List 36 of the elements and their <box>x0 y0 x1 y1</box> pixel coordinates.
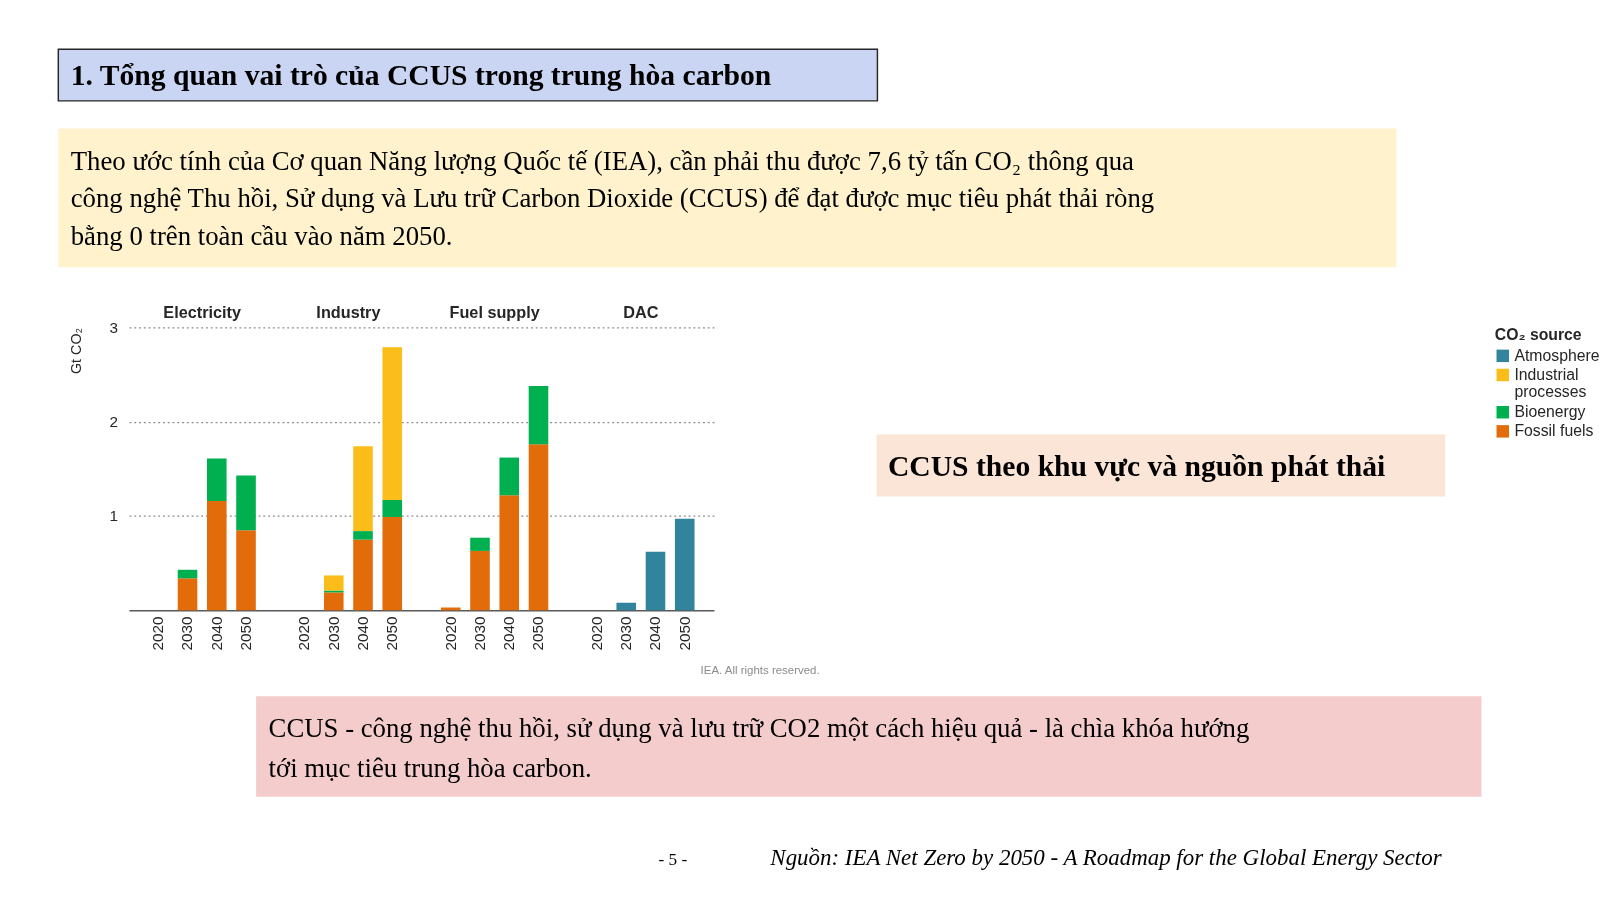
x-tick-label: 2050 <box>383 616 401 651</box>
y-tick-label: 2 <box>109 412 119 430</box>
text: IEA. All rights reserved. <box>700 664 820 677</box>
x-tick-label: 2030 <box>617 616 635 651</box>
text: Industry <box>316 302 381 321</box>
legend-label: Atmosphere <box>1514 346 1600 364</box>
text: Electricity <box>163 302 241 321</box>
x-tick-label: 2020 <box>587 616 605 651</box>
legend-label: Industrial processes <box>1514 365 1587 401</box>
x-tick-label: 2020 <box>149 616 167 651</box>
x-tick-label: 2030 <box>470 616 488 651</box>
legend-title: CO₂ source <box>1494 325 1582 343</box>
x-tick-label: 2050 <box>675 616 693 651</box>
text: 1. Tổng quan vai trò của CCUS trong trung hòa carbon <box>70 58 772 91</box>
x-tick-label: 2020 <box>441 616 459 651</box>
text: CCUS theo khu vực và nguồn phát thải <box>887 449 1386 482</box>
text: Theo ước tính của Cơ quan Năng lượng Quốc tế (IEA), cần phải thu được 7,6 tỷ tấn CO₂ thông qua công nghệ Thu hồi, Sử dụng và Lưu trữ Carbon Dioxide (CCUS) để đạt được mục tiêu phát thải ròng bằng 0 trên toàn cầu vào năm 2050. <box>70 145 1155 252</box>
text: CCUS - công nghệ thu hồi, sử dụng và lưu trữ CO2 một cách hiệu quả - là chìa khóa hướng tới mục tiêu trung hòa carbon. <box>268 713 1250 783</box>
text: Fuel supply <box>449 302 540 321</box>
x-tick-label: 2040 <box>500 616 518 651</box>
legend-label: Bioenergy <box>1514 403 1586 421</box>
x-tick-label: 2050 <box>529 616 547 651</box>
text: - 5 - <box>658 849 688 869</box>
x-tick-label: 2020 <box>295 616 313 651</box>
text: DAC <box>623 302 659 321</box>
text: Nguồn: IEA Net Zero by 2050 - A Roadmap for the Global Energy Sector <box>769 844 1442 870</box>
x-tick-label: 2040 <box>646 616 664 651</box>
x-tick-label: 2040 <box>207 616 225 651</box>
y-axis-title: Gt CO₂ <box>67 327 84 375</box>
y-tick-label: 3 <box>109 318 119 336</box>
x-tick-label: 2050 <box>236 616 254 651</box>
x-tick-label: 2030 <box>324 616 342 651</box>
x-tick-label: 2030 <box>178 616 196 651</box>
y-tick-label: 1 <box>109 507 119 525</box>
legend-label: Fossil fuels <box>1514 422 1594 440</box>
x-tick-label: 2040 <box>353 616 371 651</box>
